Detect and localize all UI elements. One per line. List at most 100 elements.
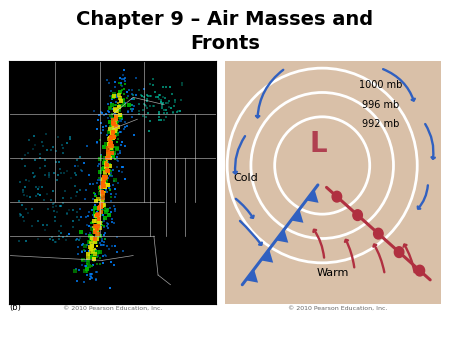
Point	[89, 221, 96, 226]
Point	[74, 209, 81, 215]
Point	[25, 210, 32, 216]
Point	[150, 82, 157, 87]
Point	[115, 168, 122, 174]
Point	[128, 115, 135, 120]
Point	[165, 105, 172, 110]
Point	[139, 107, 146, 113]
Point	[89, 250, 96, 255]
Point	[108, 145, 115, 150]
Point	[85, 256, 92, 261]
Point	[16, 213, 23, 219]
Point	[97, 220, 104, 225]
Point	[88, 273, 95, 279]
Point	[73, 236, 80, 242]
Point	[80, 247, 87, 253]
Point	[116, 80, 123, 86]
Point	[104, 78, 111, 83]
Point	[97, 206, 104, 211]
Point	[99, 178, 107, 184]
Point	[109, 130, 117, 136]
Point	[110, 134, 117, 139]
Point	[110, 93, 117, 98]
Point	[32, 173, 39, 179]
Point	[111, 152, 118, 157]
Point	[66, 207, 73, 213]
Point	[112, 156, 119, 162]
Polygon shape	[291, 209, 303, 223]
Point	[68, 196, 75, 201]
Point	[58, 170, 65, 175]
Point	[103, 162, 110, 167]
Point	[107, 138, 114, 143]
Point	[91, 240, 99, 245]
Point	[163, 111, 171, 116]
Point	[113, 145, 121, 150]
Point	[108, 147, 116, 153]
Point	[84, 144, 91, 149]
Point	[100, 155, 108, 160]
Point	[102, 252, 109, 258]
Point	[167, 105, 174, 111]
Point	[99, 204, 106, 209]
Point	[88, 207, 95, 213]
Point	[39, 139, 46, 145]
Point	[92, 239, 99, 245]
Point	[114, 151, 122, 156]
Point	[108, 172, 115, 178]
Point	[108, 194, 115, 200]
Point	[95, 216, 103, 221]
Point	[93, 224, 100, 230]
Point	[94, 214, 102, 220]
Point	[74, 158, 81, 163]
Point	[97, 202, 104, 208]
Point	[99, 211, 106, 216]
Point	[101, 164, 108, 169]
Point	[94, 229, 101, 234]
Point	[106, 123, 113, 129]
Point	[96, 190, 104, 196]
Point	[112, 186, 119, 192]
Point	[115, 136, 122, 141]
Point	[110, 120, 117, 125]
Point	[79, 168, 86, 174]
Point	[114, 121, 121, 126]
Point	[52, 203, 59, 209]
Point	[90, 255, 98, 260]
Point	[92, 193, 99, 198]
Text: Cold: Cold	[234, 173, 258, 183]
Point	[99, 184, 107, 189]
Point	[36, 155, 44, 161]
Point	[31, 175, 38, 180]
Point	[112, 117, 120, 122]
Point	[102, 209, 109, 214]
Point	[117, 104, 124, 109]
Point	[95, 216, 102, 221]
Point	[114, 105, 122, 110]
Point	[104, 221, 111, 226]
Point	[112, 111, 119, 117]
Point	[18, 212, 25, 217]
Text: L: L	[309, 129, 327, 158]
Point	[111, 120, 118, 126]
Point	[113, 107, 120, 113]
Point	[108, 210, 115, 215]
Point	[89, 252, 96, 257]
Point	[34, 218, 41, 224]
Point	[97, 201, 104, 207]
Point	[156, 114, 163, 120]
Point	[107, 140, 114, 145]
Point	[108, 140, 115, 146]
Point	[90, 108, 97, 114]
Point	[99, 191, 107, 196]
Point	[99, 203, 106, 209]
Point	[92, 224, 99, 229]
Point	[98, 153, 105, 159]
Point	[111, 80, 118, 85]
Point	[112, 84, 119, 89]
Point	[107, 285, 114, 290]
Point	[98, 176, 105, 182]
Point	[96, 206, 103, 212]
Point	[103, 175, 110, 180]
Circle shape	[332, 191, 342, 202]
Point	[77, 214, 84, 219]
